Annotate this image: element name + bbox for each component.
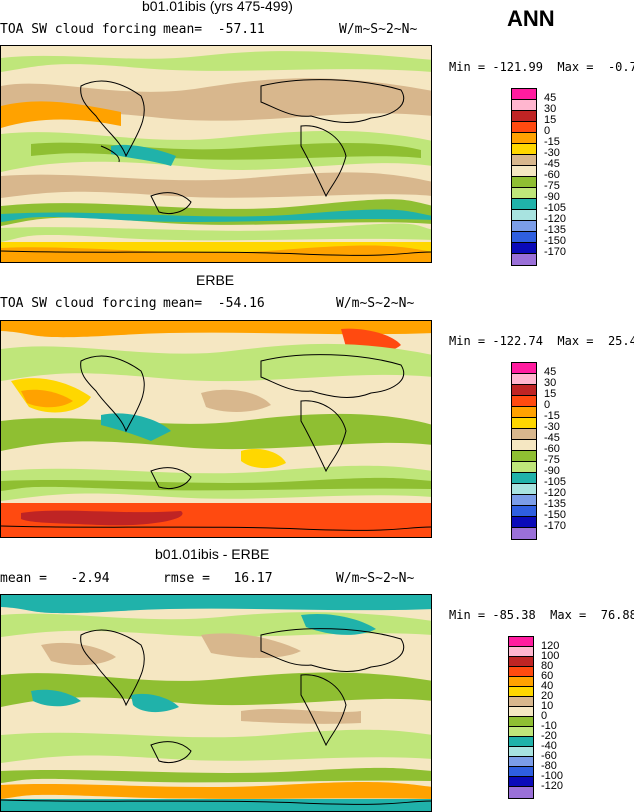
panel-3-map (0, 594, 432, 812)
legend-label: 0 (544, 125, 551, 137)
legend-swatch (508, 786, 534, 799)
legend-label: 120 (541, 640, 560, 652)
panel-2-minmax: Min = -122.74 Max = 25.45 (449, 334, 634, 348)
panel-3-minmax: Min = -85.38 Max = 76.88 (449, 608, 634, 622)
legend-label: -105 (544, 476, 567, 488)
legend-label: -15 (544, 410, 560, 422)
panel-2-title: ERBE (196, 272, 235, 288)
legend-label: 80 (541, 660, 554, 672)
legend-swatch (511, 253, 537, 266)
legend-label: -90 (544, 191, 560, 203)
legend-label: -60 (541, 750, 557, 762)
panel-2-map (0, 320, 432, 538)
panel-1-map (0, 45, 432, 263)
panel-2-variable: TOA SW cloud forcing (0, 296, 157, 311)
panel-1-variable: TOA SW cloud forcing (0, 22, 157, 37)
legend-label: -75 (544, 454, 560, 466)
panel-1-units: W/m~S~2~N~ (339, 22, 418, 37)
legend-label: 0 (544, 399, 551, 411)
legend-label: -75 (544, 180, 560, 192)
panel-3-units: W/m~S~2~N~ (336, 571, 415, 586)
legend-label: -10 (541, 720, 557, 732)
legend-label: -100 (541, 770, 564, 782)
legend-label: -170 (544, 246, 567, 258)
legend-label: -15 (544, 136, 560, 148)
legend-label: -90 (544, 465, 560, 477)
legend-label: 45 (544, 92, 557, 104)
legend-label: -170 (544, 520, 567, 532)
legend-label: -45 (544, 158, 560, 170)
panel-3-rmse: rmse = 16.17 (163, 571, 273, 586)
legend-label: -20 (541, 730, 557, 742)
panel-3-title: b01.01ibis - ERBE (155, 546, 270, 562)
legend-label: -30 (544, 421, 560, 433)
panel-1-minmax: Min = -121.99 Max = -0.70 (449, 60, 634, 74)
panel-1-mean: mean= -57.11 (163, 22, 265, 37)
legend-label: -105 (544, 202, 567, 214)
season-label: ANN (507, 6, 555, 31)
legend-label: -150 (544, 509, 567, 521)
panel-3-mean: mean = -2.94 (0, 571, 110, 586)
legend-label: -135 (544, 224, 567, 236)
panel-2-units: W/m~S~2~N~ (336, 296, 415, 311)
legend-label: -120 (541, 780, 564, 792)
legend-label: -60 (544, 443, 560, 455)
legend-label: 30 (544, 377, 557, 389)
legend-label: 45 (544, 366, 557, 378)
legend-label: -120 (544, 487, 567, 499)
legend-label: -30 (544, 147, 560, 159)
legend-label: 20 (541, 690, 554, 702)
legend-label: 30 (544, 103, 557, 115)
legend-label: 60 (541, 670, 554, 682)
panel-1-title: b01.01ibis (yrs 475-499) (142, 0, 293, 14)
legend-label: 15 (544, 388, 557, 400)
legend-label: -60 (544, 169, 560, 181)
legend-label: -120 (544, 213, 567, 225)
legend-label: 10 (541, 700, 554, 712)
legend-label: 15 (544, 114, 557, 126)
legend-label: -135 (544, 498, 567, 510)
panel-2-mean: mean= -54.16 (163, 296, 265, 311)
legend-label: -40 (541, 740, 557, 752)
legend-label: 40 (541, 680, 554, 692)
legend-swatch (511, 527, 537, 540)
legend-label: -150 (544, 235, 567, 247)
legend-label: 0 (541, 710, 548, 722)
legend-label: -80 (541, 760, 557, 772)
legend-label: -45 (544, 432, 560, 444)
legend-label: 100 (541, 650, 560, 662)
